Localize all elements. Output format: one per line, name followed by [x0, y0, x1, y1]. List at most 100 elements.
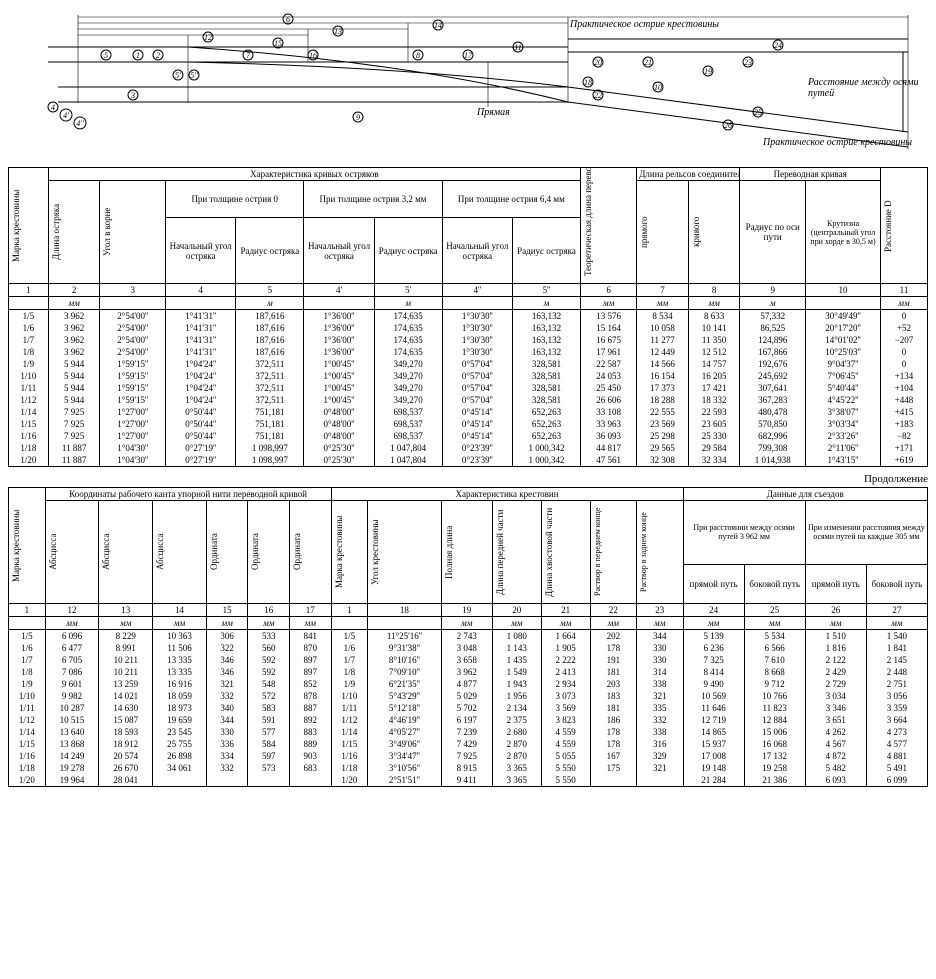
- cell: 897: [289, 654, 331, 666]
- table-row: 1/1110 28714 63018 9733405838871/115°12'…: [9, 702, 928, 714]
- cell: 27: [866, 604, 927, 617]
- cell: 0°45'14'': [442, 418, 512, 430]
- cell: 1°59'15'': [100, 382, 166, 394]
- diagram-svg: 5 1 2 3 4 4' 4'' 5' 5'' 6 12 13 14 15 16…: [8, 7, 928, 157]
- cell: [248, 774, 290, 787]
- cell: 13 576: [581, 310, 637, 323]
- cell: 1°41'31'': [166, 334, 236, 346]
- cell: 1/16: [9, 750, 46, 762]
- cell: 887: [289, 702, 331, 714]
- cell: 0°45'14'': [442, 430, 512, 442]
- cell: 2 934: [541, 678, 590, 690]
- col-label: прямой путь: [683, 564, 744, 603]
- svg-text:13: 13: [334, 27, 342, 36]
- cell: 7°09'10'': [368, 666, 441, 678]
- cell: 175: [590, 762, 636, 774]
- cell: 202: [590, 630, 636, 643]
- continuation-label: Продолжение: [8, 473, 928, 485]
- cell: 314: [637, 666, 683, 678]
- cell: 1°00'45'': [304, 394, 374, 406]
- cell: 19 278: [45, 762, 99, 774]
- cell: 178: [590, 738, 636, 750]
- cell: 11 823: [744, 702, 805, 714]
- cell: 2°33'26'': [806, 430, 881, 442]
- cell: 892: [289, 714, 331, 726]
- cell: 5 944: [48, 370, 100, 382]
- table-row: 1/99 60113 25916 9163215488521/96°21'35'…: [9, 678, 928, 690]
- cell: 174,635: [374, 334, 442, 346]
- cell: 10 766: [744, 690, 805, 702]
- svg-text:22: 22: [594, 91, 602, 100]
- cell: 6 705: [45, 654, 99, 666]
- cell: мм: [99, 617, 153, 630]
- cell: 10 287: [45, 702, 99, 714]
- table-row: 1/1413 64018 59323 5453305778831/144°05'…: [9, 726, 928, 738]
- group-header: Длина рельсов соединительных путей: [637, 168, 740, 181]
- cell: 1 098,997: [236, 454, 304, 467]
- cell: 1/16: [9, 430, 49, 442]
- cell: 548: [248, 678, 290, 690]
- cell: 25 330: [688, 430, 740, 442]
- svg-text:25: 25: [754, 108, 762, 117]
- cell: 1 143: [492, 642, 541, 654]
- cell: 652,263: [513, 430, 581, 442]
- cell: 5 534: [744, 630, 805, 643]
- cell: 1°59'15'': [100, 358, 166, 370]
- cell: 0°23'39'': [442, 442, 512, 454]
- cell: [289, 774, 331, 787]
- cell: м: [236, 297, 304, 310]
- cell: 47 561: [581, 454, 637, 467]
- col-label: Расстояние D: [883, 176, 893, 276]
- cell: 2 680: [492, 726, 541, 738]
- cell: 903: [289, 750, 331, 762]
- cell: 14°01'02'': [806, 334, 881, 346]
- cell: 1°00'45'': [304, 358, 374, 370]
- cell: 1°04'30'': [100, 454, 166, 467]
- cell: 592: [248, 666, 290, 678]
- col-label: Радиус по оси пути: [740, 181, 806, 284]
- cell: +448: [881, 394, 928, 406]
- cell: 2°51'51'': [368, 774, 441, 787]
- cell: 18 059: [153, 690, 207, 702]
- cell: 6 566: [744, 642, 805, 654]
- cell: 1°04'24'': [166, 370, 236, 382]
- cell: 0°57'04'': [442, 382, 512, 394]
- cell: 28 041: [99, 774, 153, 787]
- cell: 9°04'37'': [806, 358, 881, 370]
- cell: 1/9: [9, 358, 49, 370]
- cell: 8 414: [683, 666, 744, 678]
- cell: 1/16: [331, 750, 368, 762]
- cell: [590, 774, 636, 787]
- cell: 338: [637, 726, 683, 738]
- cell: 372,511: [236, 394, 304, 406]
- cell: 570,850: [740, 418, 806, 430]
- cell: 1/11: [9, 702, 46, 714]
- cell: 799,308: [740, 442, 806, 454]
- cell: 1°36'00'': [304, 322, 374, 334]
- table-body: 1/56 0968 22910 3633065338411/511°25'16'…: [9, 630, 928, 787]
- cell: м: [513, 297, 581, 310]
- cell: 346: [206, 666, 248, 678]
- cell: 4'': [442, 284, 512, 297]
- cell: 26: [805, 604, 866, 617]
- cell: 344: [206, 714, 248, 726]
- cell: 5 482: [805, 762, 866, 774]
- cell: 5': [374, 284, 442, 297]
- cell: 9 712: [744, 678, 805, 690]
- cell: 889: [289, 738, 331, 750]
- cell: 11°25'16'': [368, 630, 441, 643]
- cell: 367,283: [740, 394, 806, 406]
- cell: 3°34'47'': [368, 750, 441, 762]
- cell: 6 477: [45, 642, 99, 654]
- cell: 533: [248, 630, 290, 643]
- cell: 10 058: [637, 322, 689, 334]
- cell: 1°30'30'': [442, 310, 512, 323]
- cell: 17 961: [581, 346, 637, 358]
- cell: 8 633: [688, 310, 740, 323]
- cell: [331, 617, 368, 630]
- cell: 1/18: [9, 762, 46, 774]
- cell: 34 061: [153, 762, 207, 774]
- sub-header: При изменении расстояния между осями пут…: [805, 501, 927, 565]
- cell: 18 288: [637, 394, 689, 406]
- cell: 1°43'15'': [806, 454, 881, 467]
